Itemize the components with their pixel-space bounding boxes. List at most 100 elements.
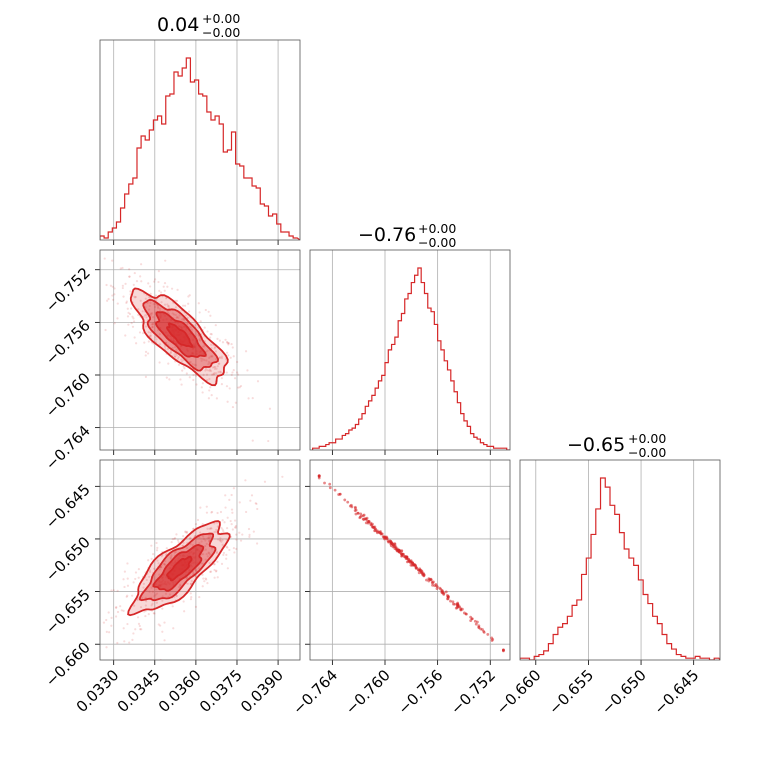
scatter-point	[251, 397, 254, 400]
scatter-point	[232, 547, 236, 550]
scatter-point	[231, 405, 235, 409]
scatter-point	[417, 571, 421, 575]
scatter-point	[113, 322, 116, 325]
scatter-point	[455, 602, 459, 606]
scatter-point	[185, 530, 189, 533]
scatter-point	[128, 641, 131, 644]
scatter-point	[201, 553, 205, 556]
scatter-point	[202, 577, 205, 580]
scatter-point	[378, 531, 381, 535]
scatter-point	[248, 533, 251, 537]
scatter-point	[219, 370, 222, 373]
scatter-point	[206, 527, 209, 530]
scatter-point	[65, 227, 67, 229]
scatter-point	[154, 593, 157, 596]
scatter-point	[254, 502, 257, 505]
scatter-point	[132, 632, 135, 635]
scatter-point	[134, 628, 137, 631]
scatter-point	[217, 538, 220, 541]
scatter-point	[147, 559, 150, 562]
scatter-point	[226, 351, 229, 354]
scatter-point	[147, 613, 150, 616]
scatter-point	[181, 369, 184, 372]
panel-frame	[309, 459, 511, 661]
scatter-point	[201, 523, 204, 526]
scatter-point	[213, 568, 216, 572]
scatter-point	[444, 590, 448, 594]
scatter-point	[151, 325, 154, 329]
scatter-point	[160, 566, 163, 569]
scatter-point	[169, 351, 173, 354]
x-tick-label: 0.0330	[73, 666, 123, 716]
scatter-point	[205, 511, 209, 514]
scatter-point	[146, 352, 150, 355]
scatter-point	[209, 369, 213, 373]
scatter-point	[208, 377, 211, 381]
scatter-point	[171, 312, 174, 315]
histogram-panel-1	[99, 39, 301, 245]
scatter-point	[182, 535, 185, 538]
scatter-point	[125, 595, 128, 598]
scatter-point	[255, 542, 259, 545]
scatter-point	[238, 386, 241, 389]
y-tick-label: −0.760	[42, 369, 94, 421]
scatter-point	[105, 630, 108, 633]
scatter-point	[177, 355, 180, 359]
scatter-point	[158, 361, 161, 364]
scatter-point	[192, 527, 195, 530]
scatter-point	[476, 620, 479, 624]
scatter-point	[185, 546, 189, 550]
scatter-point	[123, 640, 126, 643]
scatter-point	[126, 584, 130, 587]
scatter-point	[244, 479, 247, 482]
scatter-point	[150, 323, 154, 326]
scatter-point	[168, 593, 172, 596]
scatter-point	[217, 362, 220, 365]
scatter-point	[236, 371, 239, 374]
scatter-point	[161, 599, 164, 602]
scatter-point	[233, 377, 237, 380]
x-tick-label: −0.660	[493, 666, 545, 718]
scatter-point	[209, 336, 212, 339]
scatter-point	[255, 502, 258, 506]
scatter-point	[490, 636, 494, 640]
scatter-point	[113, 287, 116, 290]
scatter-point	[227, 354, 230, 357]
scatter-point	[234, 519, 237, 522]
scatter-point	[440, 589, 444, 592]
scatter-point	[149, 301, 152, 304]
scatter-point	[159, 624, 162, 627]
scatter-point	[205, 505, 208, 508]
pair-panel-1-3	[95, 459, 301, 665]
scatter-point	[134, 577, 137, 581]
scatter-point	[201, 573, 204, 576]
scatter-point	[185, 372, 188, 375]
scatter-point	[123, 585, 126, 589]
scatter-point	[205, 578, 208, 581]
scatter-point	[156, 305, 160, 308]
x-tick-label: −0.764	[289, 666, 341, 718]
scatter-point	[111, 285, 114, 288]
scatter-point	[190, 596, 193, 599]
scatter-point	[116, 317, 119, 320]
scatter-point	[209, 527, 212, 530]
scatter-point	[169, 352, 172, 355]
scatter-point	[145, 578, 148, 582]
title-param-1: 0.04 +0.00 −0.00	[157, 11, 240, 40]
scatter-point	[231, 511, 234, 514]
y-tick-label: −0.650	[42, 533, 94, 585]
scatter-point	[226, 567, 229, 570]
scatter-point	[226, 341, 229, 344]
scatter-point	[230, 523, 233, 526]
scatter-point	[219, 539, 222, 542]
scatter-point	[170, 554, 173, 557]
scatter-point	[215, 530, 218, 533]
scatter-point	[122, 627, 125, 630]
scatter-point	[215, 569, 218, 572]
scatter-point	[323, 481, 326, 485]
scatter-point	[107, 297, 110, 301]
scatter-point	[174, 355, 177, 358]
scatter-point	[200, 359, 203, 362]
scatter-point	[214, 570, 218, 573]
scatter-point	[219, 510, 223, 514]
